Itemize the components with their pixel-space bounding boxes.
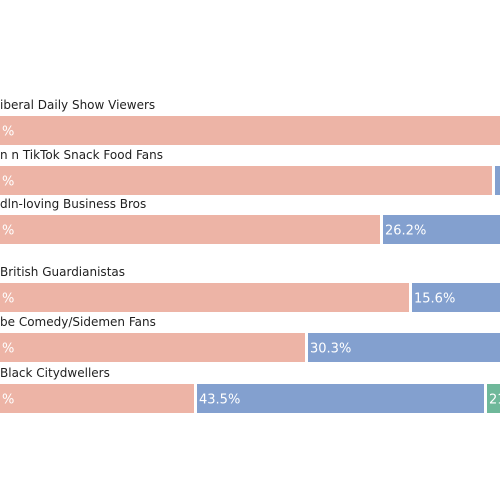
bar-segment: [308, 333, 500, 362]
bar-segment: [495, 166, 500, 195]
value-label: %: [2, 292, 14, 307]
value-label: 26.2%: [385, 224, 426, 239]
value-label: 43.5%: [199, 393, 240, 408]
label-group: iberal Daily Show Viewers% n n TikTok Sna…: [0, 98, 500, 408]
category-label: n n TikTok Snack Food Fans: [0, 148, 163, 162]
bar-segment: [0, 384, 194, 413]
category-label: dln-loving Business Bros: [0, 197, 146, 211]
value-label: 21: [489, 393, 500, 408]
bar-group: [0, 116, 500, 413]
bar-segment: [197, 384, 484, 413]
bar-segment: [0, 116, 500, 145]
value-label: %: [2, 175, 14, 190]
category-label: be Comedy/Sidemen Fans: [0, 315, 156, 329]
bar-segment: [0, 215, 380, 244]
value-label: %: [2, 342, 14, 357]
category-label: iberal Daily Show Viewers: [0, 98, 155, 112]
bar-segment: [383, 215, 500, 244]
value-label: %: [2, 393, 14, 408]
value-label: %: [2, 125, 14, 140]
value-label: %: [2, 224, 14, 239]
category-label: Black Citydwellers: [0, 366, 110, 380]
bar-segment: [0, 283, 409, 312]
bar-segment: [0, 166, 492, 195]
category-label: British Guardianistas: [0, 265, 125, 279]
value-label: 30.3%: [310, 342, 351, 357]
bar-segment: [412, 283, 500, 312]
bar-segment: [0, 333, 305, 362]
value-label: 15.6%: [414, 292, 455, 307]
bar-segment: [487, 384, 500, 413]
